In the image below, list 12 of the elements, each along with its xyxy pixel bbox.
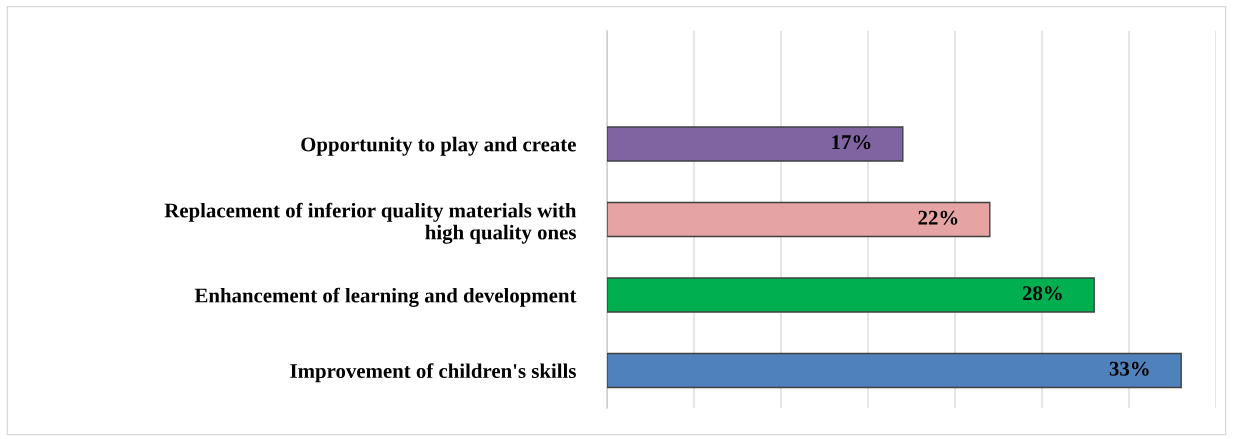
y-tick-label: Replacement of inferior quality materials with high quality ones <box>164 202 577 244</box>
data-label: 17% <box>832 135 871 150</box>
data-label: 22% <box>918 210 958 225</box>
bar <box>607 201 991 238</box>
bar <box>607 126 904 162</box>
y-tick-label: Enhancement of learning and development <box>194 287 577 307</box>
bar <box>607 277 1095 313</box>
data-label: 28% <box>1022 286 1062 301</box>
bar <box>607 352 1182 389</box>
data-label: 33% <box>1109 361 1149 376</box>
y-tick-label: Opportunity to play and create <box>301 136 576 156</box>
y-tick-label: Improvement of children's skills <box>290 363 576 383</box>
